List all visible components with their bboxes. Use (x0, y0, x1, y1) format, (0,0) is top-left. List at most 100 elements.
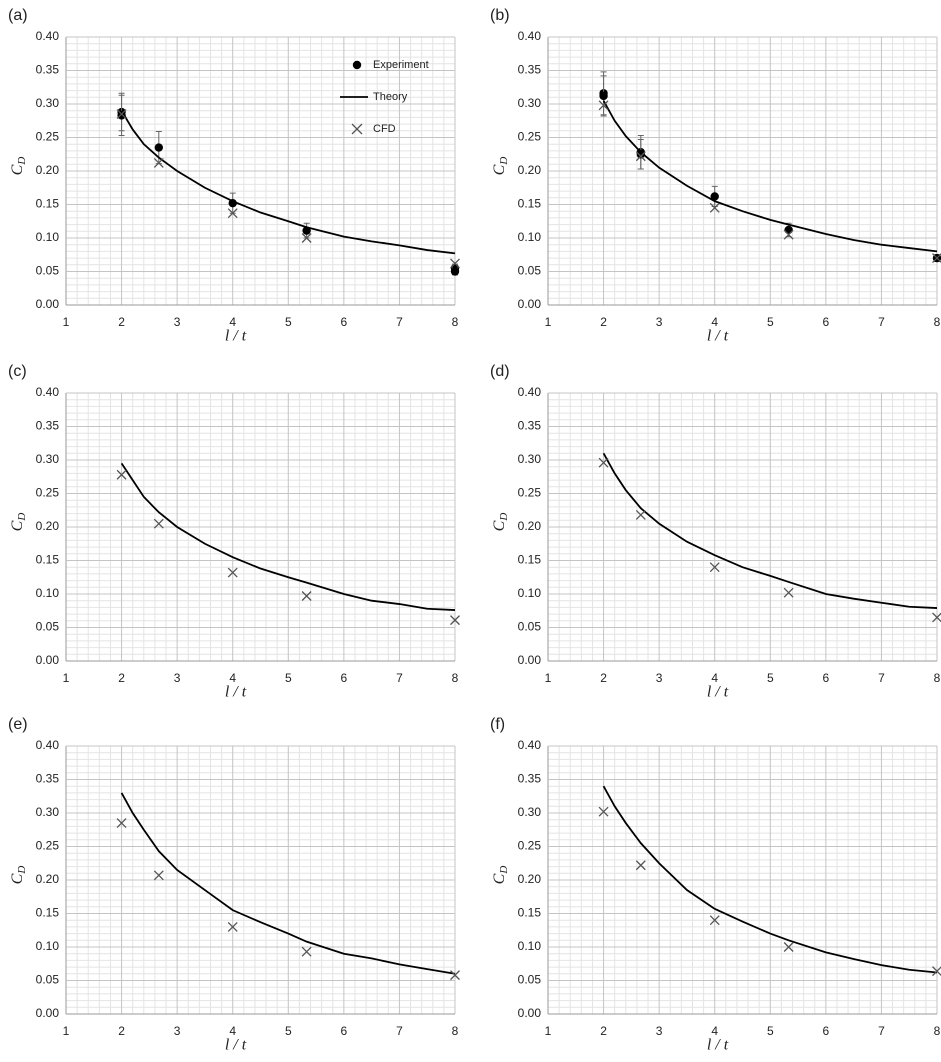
x-tick-label: 6 (341, 671, 348, 685)
x-tick-label: 6 (823, 671, 830, 685)
y-axis-label-sub: D (498, 513, 510, 522)
x-axis-label: l / t (225, 328, 247, 345)
y-tick-label: 0.00 (36, 297, 60, 311)
x-tick-label: 7 (396, 671, 403, 685)
x-tick-label: 1 (545, 1024, 552, 1038)
y-tick-label: 0.20 (518, 163, 542, 177)
legend-label: Theory (373, 91, 408, 103)
panel-label: (c) (8, 363, 27, 380)
y-axis-label-sub: D (498, 866, 510, 875)
theory-line (602, 785, 938, 974)
cfd-marker (783, 942, 794, 952)
x-tick-label: 5 (767, 671, 774, 685)
panel-label: (a) (8, 7, 28, 24)
y-tick-label: 0.30 (36, 452, 60, 466)
cfd-marker (783, 229, 794, 240)
x-tick-label: 7 (878, 1024, 885, 1038)
y-axis-label-sub: D (16, 866, 28, 875)
y-tick-label: 0.35 (518, 419, 542, 433)
legend-label: Experiment (373, 59, 429, 71)
x-tick-label: 7 (878, 671, 885, 685)
y-tick-label: 0.40 (36, 385, 60, 399)
x-tick-label: 5 (767, 315, 774, 329)
x-tick-label: 3 (174, 315, 181, 329)
x-tick-label: 2 (118, 1024, 125, 1038)
x-tick-label: 7 (396, 1024, 403, 1038)
x-tick-label: 4 (229, 315, 236, 329)
y-tick-label: 0.25 (36, 486, 60, 500)
x-tick-label: 8 (934, 315, 941, 329)
x-tick-label: 5 (285, 671, 292, 685)
y-tick-label: 0.10 (518, 230, 542, 244)
cfd-marker (153, 518, 164, 529)
x-tick-label: 7 (878, 315, 885, 329)
cfd-marker (450, 258, 460, 269)
y-tick-label: 0.05 (36, 973, 60, 987)
cfd-marker (783, 587, 794, 598)
y-tick-label: 0.20 (518, 519, 542, 533)
panel-label: (b) (490, 7, 510, 24)
y-tick-label: 0.15 (518, 197, 542, 211)
y-axis-label-sub: D (16, 513, 28, 522)
y-tick-label: 0.40 (518, 29, 542, 43)
theory-line (602, 452, 938, 609)
cfd-marker (116, 109, 127, 120)
x-tick-label: 8 (934, 671, 941, 685)
panel-label: (f) (490, 716, 505, 733)
experiment-point (154, 143, 164, 152)
cfd-marker (301, 233, 312, 243)
y-tick-label: 0.20 (36, 519, 60, 533)
y-tick-label: 0.30 (518, 96, 542, 110)
experiment-point (450, 267, 460, 276)
y-tick-label: 0.15 (36, 553, 60, 567)
theory-line (602, 100, 938, 253)
panel: 1 2 3 4 5 6 7 8 0.00 0.05 0.10 0.15 0.20 0.25 0.30 0.35… (490, 7, 941, 345)
y-axis-label-main: C (491, 873, 508, 884)
experiment-point (710, 192, 719, 201)
y-tick-label: 0.15 (36, 906, 60, 920)
y-tick-label: 0.10 (36, 939, 60, 953)
x-axis-label: l / t (225, 684, 247, 701)
y-tick-label: 0.15 (518, 553, 542, 567)
cfd-marker (709, 202, 720, 213)
y-tick-label: 0.40 (36, 738, 60, 752)
cfd-marker (450, 615, 460, 626)
x-tick-label: 3 (174, 671, 181, 685)
cfd-marker (153, 870, 164, 881)
y-axis-label: CD (491, 513, 510, 532)
x-tick-label: 1 (545, 671, 552, 685)
x-tick-label: 5 (285, 315, 292, 329)
x-tick-label: 4 (711, 671, 718, 685)
y-tick-label: 0.05 (36, 620, 60, 634)
y-axis-label-main: C (9, 164, 26, 175)
y-tick-label: 0.00 (518, 297, 542, 311)
y-axis-label-sub: D (16, 157, 28, 166)
y-axis-label: CD (9, 866, 28, 885)
panel: 1 2 3 4 5 6 7 8 0.00 0.05 0.10 0.15 0.20 0.25 0.30 0.35… (8, 716, 460, 1054)
cfd-marker (227, 921, 238, 932)
y-tick-label: 0.25 (36, 130, 60, 144)
x-tick-label: 8 (452, 671, 459, 685)
y-tick-label: 0.40 (518, 385, 542, 399)
y-tick-label: 0.00 (518, 1006, 542, 1020)
y-axis-label: CD (9, 513, 28, 532)
y-axis-label: CD (491, 157, 510, 176)
x-tick-label: 6 (341, 1024, 348, 1038)
y-tick-label: 0.35 (518, 63, 542, 77)
x-tick-label: 8 (934, 1024, 941, 1038)
theory-line (120, 110, 456, 255)
y-tick-label: 0.25 (518, 486, 542, 500)
y-tick-label: 0.00 (518, 653, 542, 667)
x-tick-label: 5 (767, 1024, 774, 1038)
y-axis-label-main: C (491, 520, 508, 531)
x-tick-label: 6 (823, 315, 830, 329)
y-tick-label: 0.10 (36, 586, 60, 600)
cfd-marker (635, 151, 646, 162)
y-tick-label: 0.40 (36, 29, 60, 43)
y-tick-label: 0.15 (36, 197, 60, 211)
y-tick-label: 0.35 (518, 772, 542, 786)
panel: 1 2 3 4 5 6 7 8 0.00 0.05 0.10 0.15 0.20 0.25 0.30 0.35… (8, 363, 460, 701)
y-axis-label-main: C (491, 164, 508, 175)
x-axis-label: l / t (707, 1037, 729, 1054)
